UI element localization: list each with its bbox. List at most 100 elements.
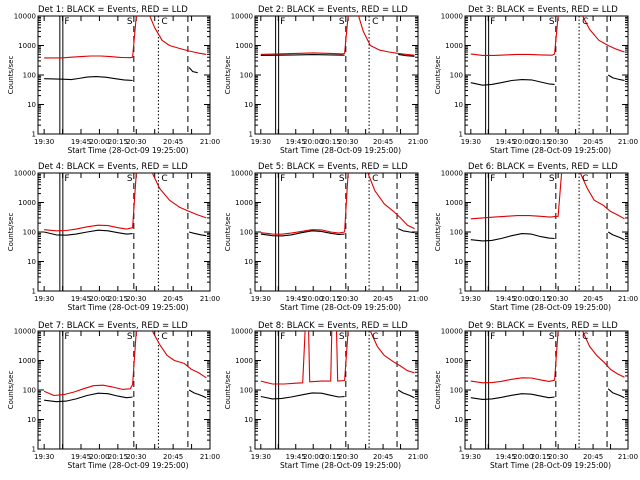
y-tick-label: 1 bbox=[249, 131, 253, 139]
x-tick-label: 20:45 bbox=[373, 453, 393, 461]
plot-frame bbox=[464, 172, 629, 292]
panel-det-7: 1 10 100 1000 10000 19:30 19:4520:0020:1520:30… bbox=[7, 321, 220, 470]
panel-det-1: 1 10 100 1000 10000 19:30 19:4520:0020:1520:30… bbox=[7, 5, 220, 155]
lld-series-line bbox=[151, 173, 207, 219]
x-axis-label: Start Time (28-Oct-09 19:25:00) bbox=[490, 461, 611, 470]
plot-frame bbox=[464, 330, 629, 450]
plot-frame bbox=[254, 172, 419, 292]
y-tick-label: 10000 bbox=[441, 13, 463, 21]
y-tick-label: 10000 bbox=[14, 13, 36, 21]
plot-frame bbox=[37, 330, 211, 450]
panel-title: Det 6: BLACK = Events, RED = LLD bbox=[468, 162, 618, 172]
x-tick-label: 20:45 bbox=[163, 453, 183, 461]
y-tick-label: 10000 bbox=[231, 328, 253, 336]
events-series-line bbox=[43, 229, 133, 236]
event-label: S bbox=[339, 17, 345, 27]
y-tick-label: 10000 bbox=[231, 13, 253, 21]
y-tick-label: 100 bbox=[450, 387, 463, 395]
plot-frame bbox=[254, 15, 419, 135]
plot-area bbox=[260, 331, 415, 449]
plot-area bbox=[43, 173, 207, 291]
y-axis-label: Counts/sec bbox=[7, 371, 15, 410]
event-label: F bbox=[64, 332, 69, 342]
x-tick-label: 21:00 bbox=[200, 295, 220, 303]
y-tick-label: 100 bbox=[450, 72, 463, 80]
y-tick-label: 100 bbox=[23, 229, 36, 237]
lld-series-line bbox=[582, 331, 625, 378]
y-tick-label: 10 bbox=[454, 416, 463, 424]
x-tick-label: 19:45 bbox=[71, 138, 91, 146]
plot-area bbox=[44, 16, 207, 134]
events-series-line bbox=[470, 233, 555, 242]
x-tick-label: 20:00 bbox=[303, 138, 323, 146]
event-label: F bbox=[64, 17, 69, 27]
x-tick-label: 20:45 bbox=[583, 295, 603, 303]
lld-series-line bbox=[44, 16, 137, 59]
x-tick-label: 20:15 bbox=[321, 138, 341, 146]
x-tick-label: 20:00 bbox=[513, 295, 533, 303]
panel-det-5: 1 10 100 1000 10000 19:30 19:4520:0020:1520:30… bbox=[224, 162, 428, 312]
x-tick-label: 19:30 bbox=[461, 453, 481, 461]
x-axis-label: Start Time (28-Oct-09 19:25:00) bbox=[490, 146, 611, 155]
y-tick-label: 10 bbox=[27, 416, 36, 424]
panel-title: Det 9: BLACK = Events, RED = LLD bbox=[468, 321, 618, 331]
y-tick-label: 1 bbox=[32, 131, 36, 139]
x-tick-label: 19:30 bbox=[461, 295, 481, 303]
y-tick-label: 1000 bbox=[235, 199, 253, 207]
y-tick-label: 100 bbox=[450, 229, 463, 237]
x-tick-label: 20:15 bbox=[531, 138, 551, 146]
x-axis-label: Start Time (28-Oct-09 19:25:00) bbox=[280, 303, 401, 312]
events-series-line bbox=[397, 389, 415, 399]
event-label: C bbox=[582, 332, 588, 342]
event-label: C bbox=[372, 174, 378, 184]
y-axis-label: Counts/sec bbox=[7, 56, 15, 95]
plot-area bbox=[260, 173, 415, 291]
panel-det-8: 1 10 100 1000 10000 19:30 19:4520:0020:1520:30… bbox=[224, 321, 428, 470]
lld-series-line bbox=[260, 16, 349, 55]
x-tick-label: 19:45 bbox=[286, 295, 306, 303]
x-tick-label: 21:00 bbox=[408, 138, 428, 146]
x-axis-label: Start Time (28-Oct-09 19:25:00) bbox=[490, 303, 611, 312]
events-series-line bbox=[44, 76, 133, 82]
events-series-line bbox=[188, 389, 207, 399]
event-label: S bbox=[127, 332, 133, 342]
x-tick-label: 20:45 bbox=[373, 295, 393, 303]
plot-area bbox=[470, 173, 625, 291]
panel-title: Det 2: BLACK = Events, RED = LLD bbox=[258, 5, 408, 15]
x-tick-label: 20:45 bbox=[373, 138, 393, 146]
x-tick-label: 19:45 bbox=[71, 453, 91, 461]
event-label: F bbox=[280, 174, 285, 184]
event-label: S bbox=[127, 17, 133, 27]
y-axis-label: Counts/sec bbox=[434, 213, 442, 252]
plot-area bbox=[470, 331, 625, 449]
lld-series-line bbox=[44, 173, 137, 232]
y-tick-label: 1000 bbox=[445, 357, 463, 365]
x-tick-label: 20:15 bbox=[108, 295, 128, 303]
events-series-line bbox=[44, 392, 133, 403]
x-tick-label: 19:30 bbox=[34, 295, 54, 303]
event-label: F bbox=[280, 332, 285, 342]
x-tick-label: 19:30 bbox=[251, 453, 271, 461]
y-tick-label: 10000 bbox=[14, 170, 36, 178]
x-tick-label: 19:30 bbox=[251, 138, 271, 146]
panel-det-2: 1 10 100 1000 10000 19:30 19:4520:0020:1520:30… bbox=[224, 5, 428, 155]
y-tick-label: 10000 bbox=[441, 328, 463, 336]
y-tick-label: 10 bbox=[454, 101, 463, 109]
x-axis-label: Start Time (28-Oct-09 19:25:00) bbox=[67, 146, 188, 155]
lld-series-line bbox=[260, 173, 349, 235]
x-axis-label: Start Time (28-Oct-09 19:25:00) bbox=[280, 146, 401, 155]
y-axis-label: Counts/sec bbox=[434, 371, 442, 410]
y-tick-label: 100 bbox=[240, 387, 253, 395]
y-tick-label: 1 bbox=[249, 288, 253, 296]
x-tick-label: 19:30 bbox=[34, 453, 54, 461]
x-tick-label: 19:45 bbox=[286, 138, 306, 146]
lld-series-line bbox=[151, 331, 207, 379]
panel-title: Det 5: BLACK = Events, RED = LLD bbox=[258, 162, 408, 172]
events-series-line bbox=[188, 67, 198, 74]
lld-series-line bbox=[470, 173, 563, 220]
lld-series-line bbox=[367, 173, 415, 230]
x-tick-label: 20:00 bbox=[513, 138, 533, 146]
y-tick-label: 100 bbox=[240, 229, 253, 237]
x-tick-label: 20:30 bbox=[548, 453, 568, 461]
